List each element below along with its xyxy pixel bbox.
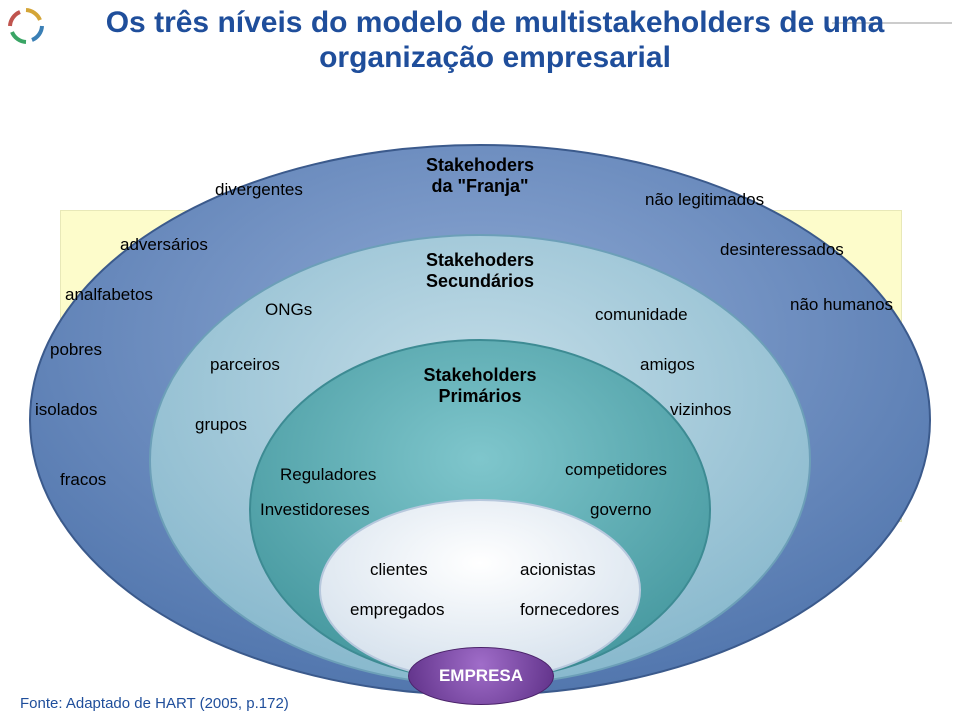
label-franja: pobres <box>50 340 102 360</box>
stakeholder-diagram: Stakehodersda "Franja" StakehodersSecund… <box>20 100 940 700</box>
label-core: fornecedores <box>520 600 619 620</box>
label-franja: divergentes <box>215 180 303 200</box>
label-franja: não humanos <box>790 295 893 315</box>
label-franja: não legitimados <box>645 190 764 210</box>
label-franja: adversários <box>120 235 208 255</box>
page-title: Os três níveis do modelo de multistakeho… <box>60 6 930 75</box>
label-primarios: Investidoreses <box>260 500 370 520</box>
label-primarios: governo <box>590 500 651 520</box>
source-citation: Fonte: Adaptado de HART (2005, p.172) <box>20 695 289 712</box>
label-core: clientes <box>370 560 428 580</box>
header-franja: Stakehodersda "Franja" <box>400 155 560 196</box>
label-primarios: Reguladores <box>280 465 376 485</box>
label-secundarios: comunidade <box>595 305 688 325</box>
page-root: Os três níveis do modelo de multistakeho… <box>0 0 960 716</box>
label-primarios: competidores <box>565 460 667 480</box>
label-secundarios: parceiros <box>210 355 280 375</box>
empresa-pill: EMPRESA <box>408 647 554 705</box>
header-secundarios: StakehodersSecundários <box>400 250 560 291</box>
label-secundarios: grupos <box>195 415 247 435</box>
empresa-label: EMPRESA <box>439 666 523 686</box>
label-secundarios: ONGs <box>265 300 312 320</box>
label-secundarios: amigos <box>640 355 695 375</box>
header-primarios: StakeholdersPrimários <box>400 365 560 406</box>
label-secundarios: vizinhos <box>670 400 731 420</box>
org-logo <box>6 6 46 46</box>
label-franja: fracos <box>60 470 106 490</box>
label-franja: desinteressados <box>720 240 844 260</box>
label-core: empregados <box>350 600 445 620</box>
label-franja: isolados <box>35 400 97 420</box>
label-core: acionistas <box>520 560 596 580</box>
label-franja: analfabetos <box>65 285 153 305</box>
